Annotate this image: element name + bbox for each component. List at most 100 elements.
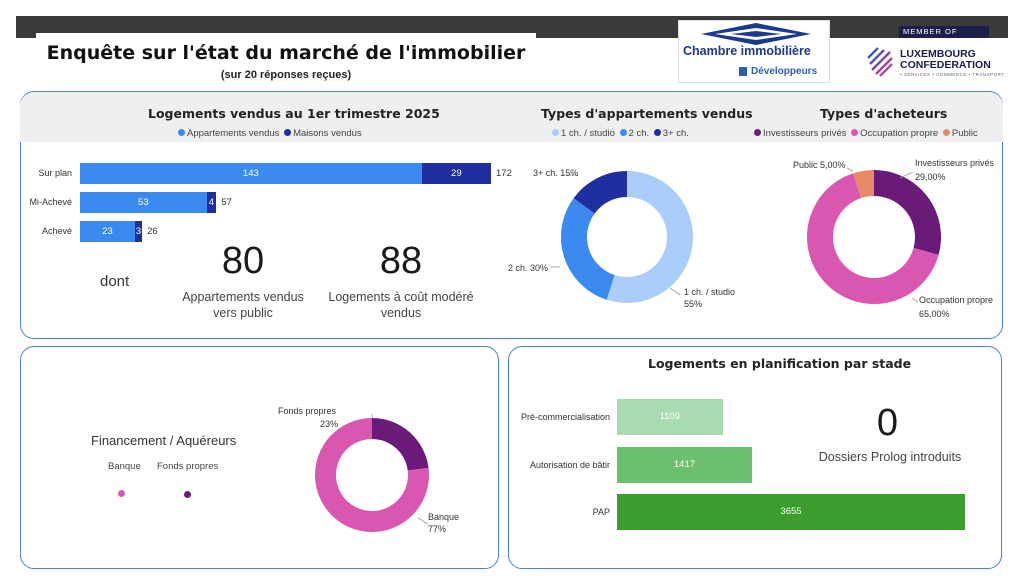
chart1-bar-maisons: 4 (206, 192, 217, 213)
stat2-caption: Logements à coût modéré vendus (318, 289, 484, 321)
stat2-caption-line2: vendus (380, 306, 422, 320)
chambre-immobiliere-logo: Chambre immobilière Développeurs (678, 20, 830, 83)
chart2-slice-1 (561, 198, 615, 300)
chart4-label-banque-pct: 77% (428, 524, 447, 534)
chart5-category-label: Autorisation de bâtir (529, 460, 610, 470)
legend-occupation: Occupation propre (860, 128, 939, 139)
legend-dot-1ch (552, 129, 559, 136)
prolog-value: 0 (876, 402, 899, 444)
chart3-title: Types d'acheteurs (820, 106, 948, 121)
legend-appartements: Appartements vendus (187, 128, 280, 139)
legend-dot-banque (118, 490, 125, 497)
chart5-bar: 3655 (617, 494, 965, 530)
chart3-donut (807, 167, 941, 304)
dont-label: dont (100, 273, 130, 290)
chart5-bar: 1417 (617, 447, 752, 483)
chart4-legend-fonds: Fonds propres (157, 461, 219, 472)
chart1-bar-appartements: 143 (80, 163, 422, 184)
legend-dot-public (942, 129, 950, 136)
lc-tagline: • SERVICES • COMMERCE • TRANSPORT (900, 72, 1005, 77)
legend-1ch: 1 ch. / studio (561, 128, 615, 139)
legend-dot-maisons (284, 129, 292, 136)
chart3-label-occ-pct: 65,00% (919, 309, 950, 319)
chart3-slice-1 (807, 173, 939, 304)
stat2-value: 88 (379, 240, 423, 282)
chart2-donut (550, 171, 693, 303)
chart1-legend: Appartements vendus Maisons vendus (178, 128, 362, 139)
leader-line (911, 297, 919, 303)
luxembourg-confederation-logo: MEMBER OF LUXEMBOURG CONFEDERATION • SER… (858, 20, 1008, 83)
chart5-category-label: Pré-commercialisation (520, 412, 610, 422)
lc-name-line2: CONFEDERATION (900, 59, 991, 71)
legend-investisseurs: Investisseurs privés (763, 128, 847, 139)
legend-maisons: Maisons vendus (293, 128, 362, 139)
legend-dot-2ch (619, 129, 627, 136)
chart1-total-label: 172 (496, 168, 512, 179)
prolog-caption: Dossiers Prolog introduits (818, 450, 962, 464)
legend-dot-appartements (178, 129, 185, 136)
chart3-label-occ-name: Occupation propre (919, 295, 994, 305)
chart3-legend: Investisseurs privés Occupation propre P… (754, 128, 978, 139)
chart1-bar-maisons: 29 (421, 163, 491, 184)
chambre-logo-icon (701, 23, 811, 45)
chart3-slice-0 (874, 170, 941, 255)
lc-name-line1: LUXEMBOURG (900, 48, 976, 60)
legend-dot-investisseurs (754, 129, 761, 136)
legend-dot-fonds (184, 491, 191, 498)
stat1-value: 80 (221, 240, 265, 282)
chart1-category-label: Mi-Achevé (29, 197, 72, 207)
chambre-logo-mark-icon (739, 67, 747, 76)
chart2-label-3ch: 3+ ch. 15% (533, 168, 579, 178)
chart2-title: Types d'appartements vendus (541, 106, 753, 121)
leader-line (669, 287, 681, 296)
chambre-logo-name: Chambre immobilière (683, 44, 811, 58)
title-box: Enquête sur l'état du marché de l'immobi… (36, 33, 536, 85)
stat1-caption: Appartements vendus vers public (170, 289, 316, 321)
chart2-label-2ch: 2 ch. 30% (508, 263, 549, 273)
legend-public: Public (951, 128, 978, 139)
chart4-legend-banque: Banque (108, 461, 141, 472)
chart3-slice-2 (853, 170, 874, 199)
member-of-label: MEMBER OF (899, 26, 989, 38)
chart5-title: Logements en planification par stade (648, 356, 912, 371)
chart1-bar-appartements: 23 (80, 221, 135, 242)
chart1-title: Logements vendus au 1er trimestre 2025 (148, 106, 440, 121)
chart2-label-1ch-pct: 55% (684, 299, 703, 309)
chart4-label-fonds-name: Fonds propres (278, 406, 337, 416)
chart2-slice-2 (573, 171, 627, 214)
legend-dot-occupation (851, 129, 859, 136)
chart5-category-label: PAP (592, 507, 610, 517)
chart4-label-banque-name: Banque (428, 512, 460, 522)
page-title: Enquête sur l'état du marché de l'immobi… (46, 42, 526, 64)
chart1-total-label: 57 (221, 197, 232, 208)
chart1-category-label: Sur plan (38, 168, 72, 178)
chart4-title: Financement / Aquéreurs (91, 433, 237, 448)
chart4-donut (315, 414, 429, 532)
chart2-slice-0 (606, 171, 693, 303)
stat1-caption-line1: Appartements vendus (182, 290, 304, 304)
lc-stripes-icon (867, 47, 893, 77)
chart5-bar: 1109 (617, 399, 723, 435)
chart3-label-public: Public 5,00% (793, 160, 846, 170)
chart1-bar-maisons: 3 (134, 221, 143, 242)
legend-3ch: 3+ ch. (662, 128, 689, 139)
chart1-total-label: 26 (147, 226, 158, 237)
planification-panel (508, 346, 1002, 569)
legend-2ch: 2 ch. (628, 128, 650, 139)
leader-line (899, 171, 914, 179)
chart3-label-invest-name: Investisseurs privés (915, 158, 995, 168)
chambre-logo-sub: Développeurs (751, 66, 818, 77)
stat1-caption-line2: vers public (213, 306, 273, 320)
chart1-bar-appartements: 53 (80, 192, 207, 213)
chart2-label-1ch-name: 1 ch. / studio (684, 287, 736, 297)
page-subtitle: (sur 20 réponses reçues) (220, 69, 352, 81)
chart3-label-invest-pct: 29,00% (915, 172, 946, 182)
legend-dot-3ch (653, 129, 661, 136)
leader-line (417, 517, 429, 525)
stat2-caption-line1: Logements à coût modéré (328, 290, 474, 304)
chart4-slice-0 (372, 418, 429, 471)
chart2-legend: 1 ch. / studio 2 ch. 3+ ch. (552, 128, 689, 139)
chart4-slice-1 (315, 418, 429, 532)
chart4-label-fonds-pct: 23% (320, 419, 339, 429)
leader-line (846, 167, 854, 172)
